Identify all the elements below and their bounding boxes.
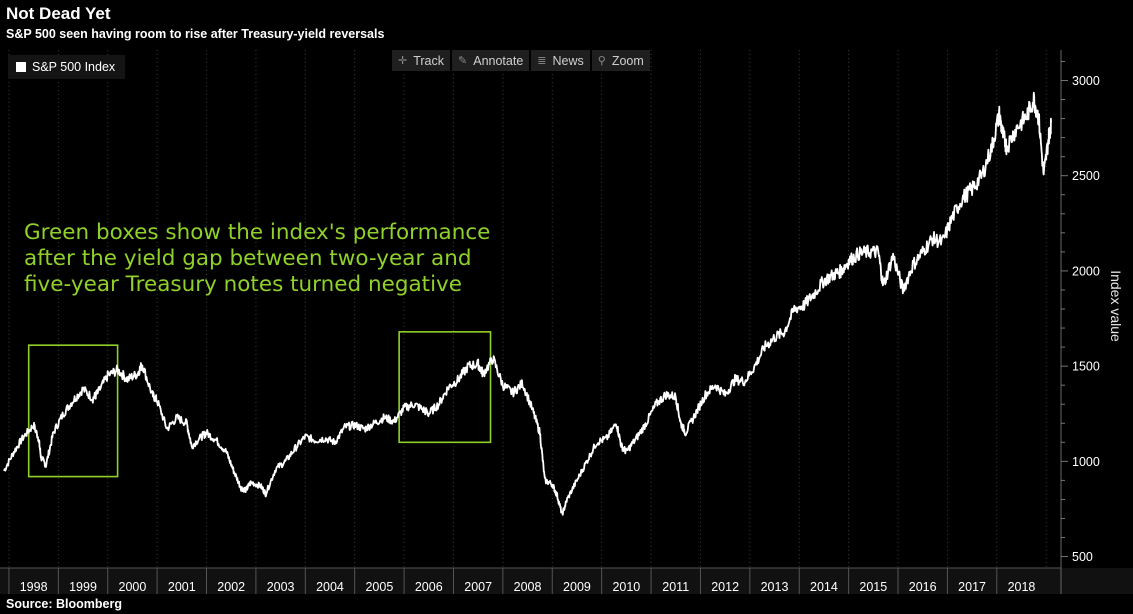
x-tick-label: 2011 — [662, 580, 689, 594]
annotation-line-3: five-year Treasury notes turned negative — [24, 272, 462, 297]
y-tick-label: 500 — [1072, 550, 1093, 564]
x-tick-label: 2001 — [168, 580, 196, 594]
track-label: Track — [413, 53, 445, 68]
x-tick-label: 1998 — [20, 580, 48, 594]
magnifier-icon: ⚲ — [597, 55, 606, 67]
y-tick-label: 2500 — [1072, 169, 1100, 183]
chart-toolbar: ✛ Track ✎ Annotate ≣ News ⚲ Zoom — [392, 50, 650, 71]
news-label: News — [552, 53, 584, 68]
legend[interactable]: S&P 500 Index — [8, 55, 126, 79]
pencil-icon: ✎ — [458, 55, 468, 67]
x-tick-label: 2007 — [464, 580, 492, 594]
x-tick-label: 2012 — [711, 580, 739, 594]
x-tick-label: 2008 — [514, 580, 542, 594]
zoom-label: Zoom — [611, 53, 644, 68]
news-button[interactable]: ≣ News — [531, 50, 590, 71]
x-tick-label: 2014 — [810, 580, 838, 594]
x-tick-label: 2000 — [119, 580, 147, 594]
track-button[interactable]: ✛ Track — [392, 50, 451, 71]
x-tick-label: 2015 — [859, 580, 887, 594]
x-tick-label: 2004 — [316, 580, 344, 594]
x-axis-band — [0, 568, 1133, 594]
annotation-line-2: after the yield gap between two-year and — [24, 246, 472, 271]
x-tick-label: 2013 — [761, 580, 789, 594]
x-tick-label: 2002 — [217, 580, 245, 594]
crosshair-icon: ✛ — [398, 55, 408, 67]
y-tick-label: 2000 — [1072, 264, 1100, 278]
x-tick-label: 2010 — [612, 580, 640, 594]
x-tick-label: 2017 — [958, 580, 986, 594]
x-tick-label: 2018 — [1008, 580, 1036, 594]
x-tick-label: 1999 — [69, 580, 97, 594]
x-tick-label: 2016 — [909, 580, 937, 594]
y-axis-label: Index value — [1108, 270, 1124, 342]
annotate-label: Annotate — [473, 53, 524, 68]
x-tick-label: 2006 — [415, 580, 443, 594]
news-icon: ≣ — [537, 55, 547, 67]
y-tick-label: 1000 — [1072, 455, 1100, 469]
y-tick-label: 1500 — [1072, 360, 1100, 374]
y-tick-label: 3000 — [1072, 74, 1100, 88]
chart-title: Not Dead Yet — [6, 4, 111, 23]
x-tick-label: 2005 — [365, 580, 393, 594]
source-note: Source: Bloomberg — [6, 597, 122, 611]
sp500-line — [3, 91, 1052, 516]
x-tick-label: 2003 — [267, 580, 295, 594]
zoom-button[interactable]: ⚲ Zoom — [591, 50, 650, 71]
x-tick-label: 2009 — [563, 580, 591, 594]
legend-label: S&P 500 Index — [32, 60, 116, 74]
annotation-text: Green boxes show the index's performance… — [24, 220, 490, 298]
annotation-line-1: Green boxes show the index's performance — [24, 220, 491, 245]
highlight-box — [398, 331, 492, 444]
legend-swatch — [16, 62, 26, 72]
chart-subtitle: S&P 500 seen having room to rise after T… — [6, 27, 385, 41]
annotate-button[interactable]: ✎ Annotate — [452, 50, 530, 71]
highlight-box — [27, 344, 119, 478]
